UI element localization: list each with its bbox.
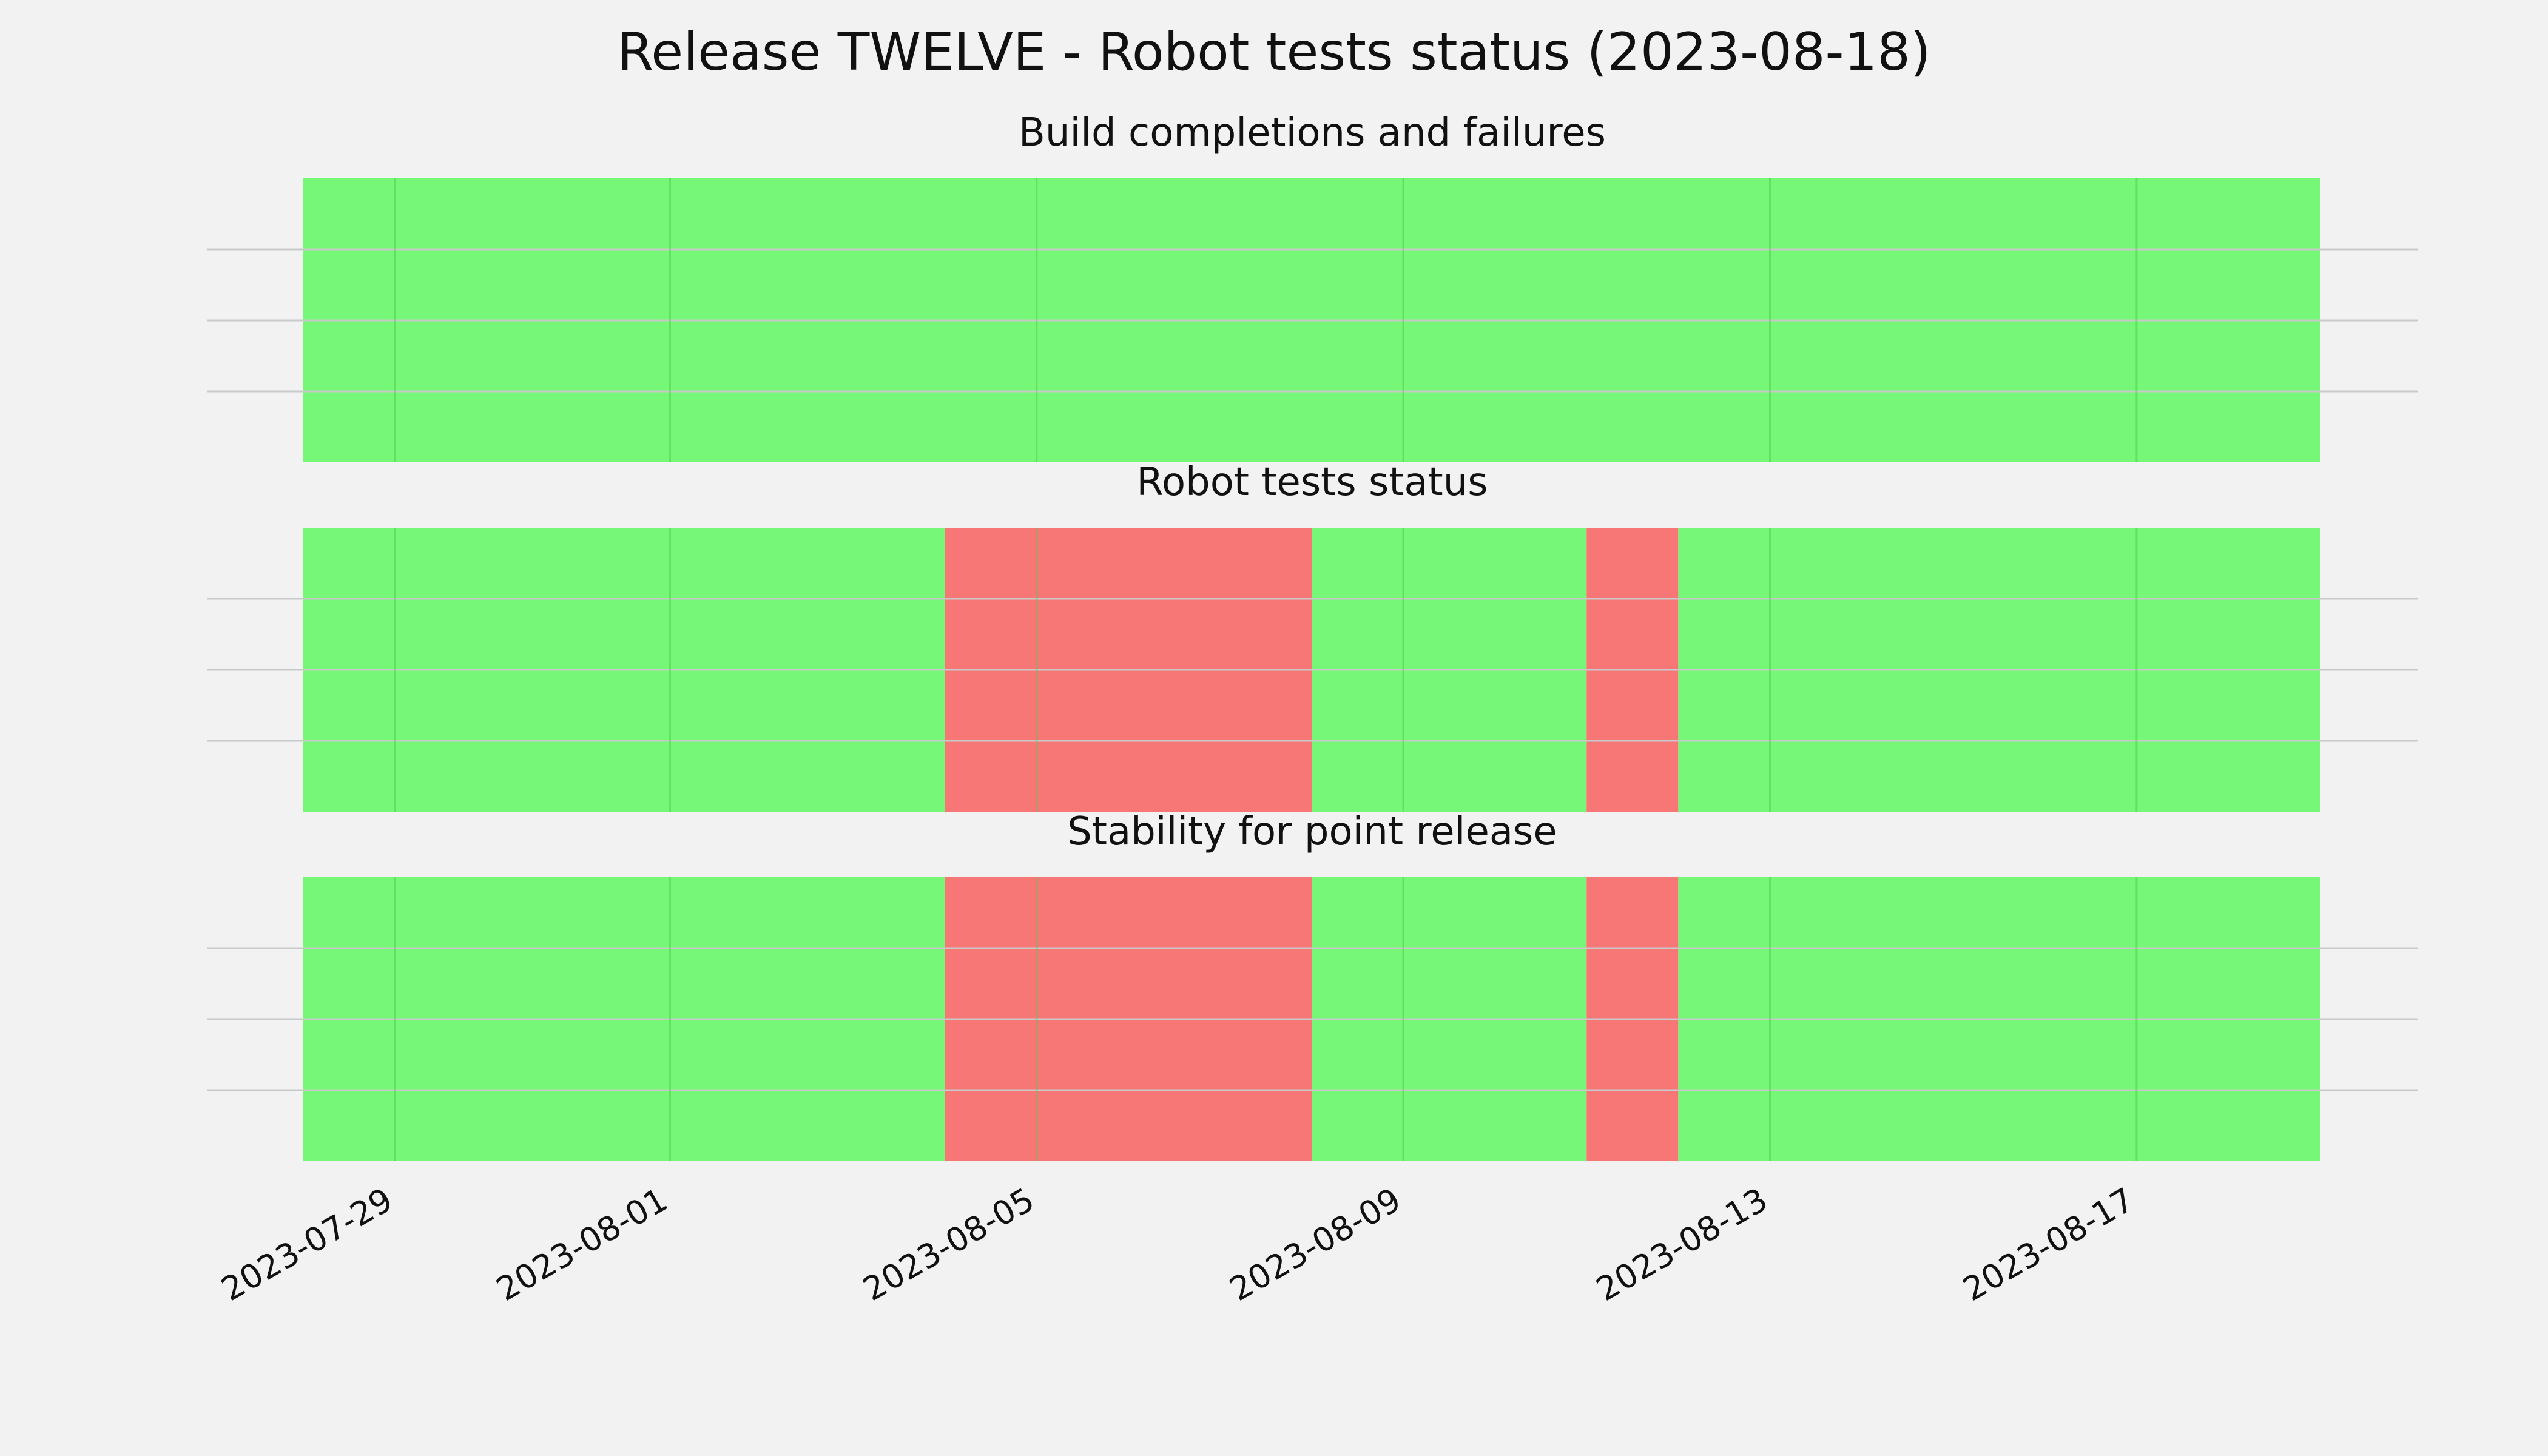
chart-title: Release TWELVE - Robot tests status (202… [617, 22, 1930, 83]
panel-3: Stability for point release [207, 809, 2418, 1161]
panel-title: Build completions and failures [1019, 110, 1606, 155]
panel-title: Stability for point release [1067, 809, 1557, 854]
panel-2: Robot tests status [207, 460, 2418, 812]
x-tick-label: 2023-08-09 [1223, 1181, 1407, 1309]
panel-title: Robot tests status [1136, 460, 1488, 505]
x-tick-label: 2023-08-05 [857, 1181, 1040, 1309]
chart-panels: Build completions and failures Robot test… [207, 110, 2418, 1161]
x-tick-label: 2023-08-01 [490, 1181, 674, 1309]
x-tick-label: 2023-08-17 [1956, 1181, 2140, 1309]
x-axis: 2023-07-29 2023-08-01 2023-08-05 2023-08-09… [215, 1181, 2140, 1309]
panel-1: Build completions and failures [207, 110, 2418, 462]
x-tick-label: 2023-08-13 [1590, 1181, 1774, 1309]
x-tick-label: 2023-07-29 [215, 1181, 399, 1309]
